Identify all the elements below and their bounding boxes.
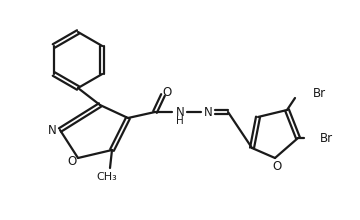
Text: N: N: [176, 106, 184, 119]
Text: O: O: [162, 86, 172, 99]
Text: Br: Br: [313, 86, 326, 99]
Text: H: H: [176, 116, 184, 126]
Text: CH₃: CH₃: [96, 172, 117, 182]
Text: Br: Br: [320, 132, 333, 145]
Text: O: O: [273, 160, 282, 172]
Text: N: N: [204, 106, 212, 119]
Text: O: O: [67, 154, 77, 167]
Text: N: N: [48, 123, 57, 136]
